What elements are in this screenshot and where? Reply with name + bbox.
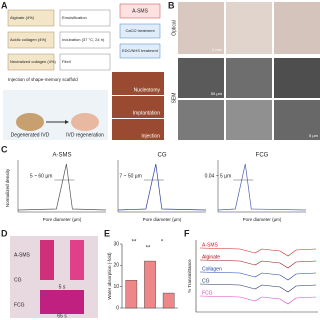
label: 65 s (57, 313, 67, 319)
label: ** (132, 240, 137, 246)
label: 2 mm (212, 47, 223, 52)
step-box (59, 53, 111, 71)
label: Neutralized collagen (4%) (10, 59, 56, 64)
step-box (59, 31, 111, 49)
label: CG (158, 153, 167, 159)
label: Emulsification (62, 15, 87, 20)
bar (125, 280, 138, 309)
label: Pore diameter (µm) (143, 217, 182, 222)
spectrum (199, 283, 317, 293)
label: CG (202, 278, 210, 284)
sem-image (274, 58, 320, 98)
bar (162, 292, 175, 309)
label: Acidic collagen (4%) (10, 37, 47, 42)
density-curve (117, 163, 207, 211)
axes (217, 160, 306, 213)
label: % Transmittance (187, 259, 192, 293)
spectrum (199, 271, 317, 281)
label: Optical (171, 20, 177, 36)
sem-image (274, 100, 320, 140)
density-curve (217, 163, 307, 211)
label: Pore diameter (µm) (43, 217, 82, 222)
sample-photo (40, 290, 84, 314)
panel-label: A (1, 0, 8, 10)
step-box (59, 9, 111, 27)
sample-photo (70, 240, 84, 280)
sem-image (226, 100, 272, 140)
material-box (7, 53, 55, 71)
panel-label: E (104, 228, 110, 238)
label: Pore diameter (µm) (243, 217, 282, 222)
y-tick-label: 30 (113, 241, 119, 247)
spectrum (199, 259, 317, 269)
label: Nucleotomy (134, 87, 161, 93)
label: CaCl2 treatment (125, 28, 155, 33)
label: Incubation (37 °C, 24 h) (62, 37, 105, 42)
bar (144, 260, 156, 309)
optical-photo (178, 2, 224, 54)
label: 5 s (59, 284, 66, 290)
label: A-SMS (14, 252, 31, 258)
spectrum (199, 295, 317, 305)
sem-image (178, 100, 224, 140)
label: Fibril (62, 59, 71, 64)
degenerated-disc (16, 113, 44, 131)
label: Injection of shape-memory scaffold (8, 77, 78, 82)
label: SEM (171, 93, 177, 104)
sem-image (178, 58, 224, 98)
y-tick-label: 10 (113, 284, 119, 290)
label: IVD regeneration (66, 132, 104, 138)
axes (195, 240, 318, 313)
label: Water absorption (-fold) (107, 252, 112, 300)
product-box (119, 3, 161, 19)
y-tick-label: 0 (116, 305, 119, 311)
sample-photo (40, 240, 54, 280)
label: * (161, 240, 164, 246)
label: EDC/NHS treatment (122, 48, 159, 53)
axes (117, 160, 206, 213)
optical-photo (274, 2, 320, 54)
label: ** (146, 246, 151, 252)
panel-label: F (184, 228, 190, 238)
panel-label: D (1, 228, 8, 238)
label: Injection (141, 133, 160, 139)
label: 5 µm (309, 133, 319, 138)
label: 0.04 ~ 5 µm (205, 173, 232, 179)
surgery-photos (112, 72, 164, 140)
label: Normalized density (5, 168, 10, 207)
y-tick-label: 20 (113, 263, 119, 269)
label: A-SMS (52, 153, 71, 159)
label: Alginate (4%) (10, 15, 35, 20)
regenerated-disc (71, 113, 99, 131)
spectrum (199, 247, 317, 257)
label: Collagen (202, 266, 222, 272)
label: 50 µm (211, 91, 223, 96)
label: 5 ~ 60 µm (30, 173, 52, 179)
label: FCG (202, 290, 213, 296)
material-box (7, 9, 55, 27)
treatment-box (119, 43, 161, 59)
treatment-box (119, 23, 161, 39)
panel-label: B (168, 0, 175, 10)
optical-photo (226, 2, 272, 54)
label: CG (14, 277, 22, 283)
material-box (7, 31, 55, 49)
axes (17, 160, 106, 213)
label: A-SMS (132, 8, 149, 14)
label: Degenerated IVD (11, 132, 50, 138)
label: A-SMS (202, 242, 219, 248)
label: 7 ~ 50 µm (119, 173, 141, 179)
label: FCG (14, 302, 25, 308)
sem-image (226, 58, 272, 98)
label: FCG (256, 153, 269, 159)
label: Implantation (133, 110, 160, 116)
label: Alginate (202, 254, 220, 260)
density-curve (17, 163, 107, 211)
panel-label: C (1, 144, 8, 154)
